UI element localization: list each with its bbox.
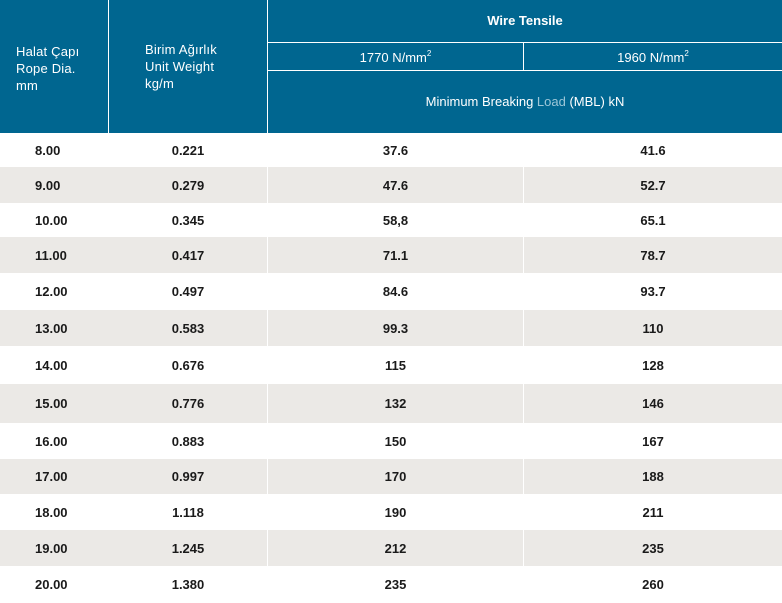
- mbl-1960-cell: 52.7: [640, 177, 666, 193]
- mbl-1770-cell: 115: [385, 357, 406, 373]
- rope-dia-cell: 10.00: [35, 212, 68, 228]
- unit-weight-cell: 1.118: [172, 504, 204, 520]
- rope-dia-cell: 17.00: [35, 469, 68, 484]
- rope-dia-cell: 13.00: [35, 320, 68, 336]
- header-rope-dia-en: Rope Dia.: [16, 61, 76, 76]
- body-divider-2: [523, 133, 524, 603]
- mbl-label: Minimum Breaking Load (MBL) kN: [425, 94, 625, 109]
- table-row: 19.00 1.245 212 235: [0, 530, 782, 566]
- rope-dia-cell: 18.00: [35, 504, 68, 520]
- mbl-1960-cell: 93.7: [640, 284, 666, 299]
- mbl-1960-cell: 188: [642, 469, 664, 484]
- header-unit-weight-tr: Birim Ağırlık: [145, 42, 217, 57]
- table-row: 15.00 0.776 132 146: [0, 384, 782, 423]
- table-row: 20.00 1.380 235 260: [0, 566, 782, 603]
- table-row: 8.00 0.221 37.6 41.6: [0, 133, 782, 167]
- mbl-1960-cell: 128: [642, 357, 664, 373]
- rope-dia-cell: 9.00: [35, 177, 61, 193]
- rope-dia-cell: 16.00: [35, 433, 68, 449]
- table-row: 13.00 0.583 99.3 110: [0, 310, 782, 346]
- rope-dia-cell: 12.00: [35, 284, 68, 299]
- mbl-1770-cell: 132: [384, 396, 407, 411]
- mbl-1960-cell: 110: [642, 320, 664, 336]
- rope-dia-cell: 11.00: [35, 247, 67, 263]
- table-row: 17.00 0.997 170 188: [0, 459, 782, 494]
- body-divider-1: [267, 133, 268, 603]
- mbl-1960-cell: 235: [642, 540, 664, 556]
- mbl-1770-cell: 71.1: [382, 247, 409, 263]
- mbl-load-word: Load: [536, 94, 566, 109]
- rope-dia-cell: 8.00: [35, 142, 61, 158]
- unit-weight-cell: 0.345: [171, 212, 205, 228]
- mbl-1960-cell: 65.1: [640, 212, 666, 228]
- header-unit-weight: Birim Ağırlık Unit Weight kg/m: [109, 0, 267, 133]
- rope-dia-cell: 14.00: [35, 357, 68, 373]
- table-row: 16.00 0.883 150 167: [0, 423, 782, 459]
- table-row: 18.00 1.118 190 211: [0, 494, 782, 530]
- header-divider-bottom: [268, 70, 782, 71]
- rope-dia-cell: 15.00: [35, 396, 68, 411]
- mbl-1770-cell: 150: [384, 433, 407, 449]
- header-divider-mid: [523, 42, 524, 70]
- mbl-1770-cell: 99.3: [382, 320, 409, 336]
- mbl-1770-cell: 58,8: [382, 212, 409, 228]
- mbl-1770-cell: 37.6: [382, 142, 409, 158]
- unit-weight-cell: 0.417: [171, 247, 205, 263]
- header-rope-dia-tr: Halat Çapı: [16, 44, 80, 59]
- unit-weight-cell: 0.221: [171, 142, 205, 158]
- mbl-1770-cell: 235: [384, 577, 407, 592]
- header-divider-top: [268, 42, 782, 43]
- table-row: 14.00 0.676 115 128: [0, 346, 782, 384]
- mbl-1960-cell: 78.7: [640, 247, 666, 263]
- header-wire-tensile: Wire Tensile 1770 N/mm2 1960 N/mm2 Minim…: [268, 0, 782, 133]
- table-row: 9.00 0.279 47.6 52.7: [0, 167, 782, 203]
- mbl-1770-cell: 212: [384, 540, 407, 556]
- mbl-1960-cell: 167: [642, 433, 664, 449]
- table-row: 11.00 0.417 71.1 78.7: [0, 237, 782, 273]
- rope-dia-cell: 20.00: [35, 577, 68, 592]
- unit-weight-cell: 1.245: [171, 540, 205, 556]
- table-row: 12.00 0.497 84.6 93.7: [0, 273, 782, 310]
- table-row: 10.00 0.345 58,8 65.1: [0, 203, 782, 237]
- mbl-1770-cell: 170: [384, 469, 407, 484]
- unit-weight-cell: 0.583: [171, 320, 205, 336]
- unit-weight-cell: 0.279: [171, 177, 205, 193]
- wire-tensile-title: Wire Tensile: [487, 13, 563, 28]
- mbl-1770-cell: 47.6: [382, 177, 409, 193]
- mbl-1960-cell: 41.6: [640, 142, 666, 158]
- header-unit-weight-unit: kg/m: [145, 76, 174, 91]
- rope-dia-cell: 19.00: [35, 540, 68, 556]
- unit-weight-cell: 0.883: [171, 433, 205, 449]
- mbl-1960-cell: 146: [642, 396, 664, 411]
- mbl-1960-cell: 211: [642, 504, 664, 520]
- tensile-1960-label: 1960 N/mm2: [617, 49, 689, 65]
- unit-weight-cell: 0.497: [171, 284, 205, 299]
- unit-weight-cell: 1.380: [171, 577, 205, 592]
- mbl-1770-cell: 190: [384, 504, 407, 520]
- unit-weight-cell: 0.676: [171, 357, 205, 373]
- unit-weight-cell: 0.997: [171, 469, 205, 484]
- header-rope-dia: Halat Çapı Rope Dia. mm: [0, 0, 108, 133]
- unit-weight-cell: 0.776: [171, 396, 205, 411]
- mbl-1960-cell: 260: [642, 577, 664, 592]
- header-rope-dia-unit: mm: [16, 78, 39, 93]
- header-unit-weight-en: Unit Weight: [145, 59, 215, 74]
- mbl-1770-cell: 84.6: [382, 284, 409, 299]
- tensile-1770-label: 1770 N/mm2: [359, 49, 432, 65]
